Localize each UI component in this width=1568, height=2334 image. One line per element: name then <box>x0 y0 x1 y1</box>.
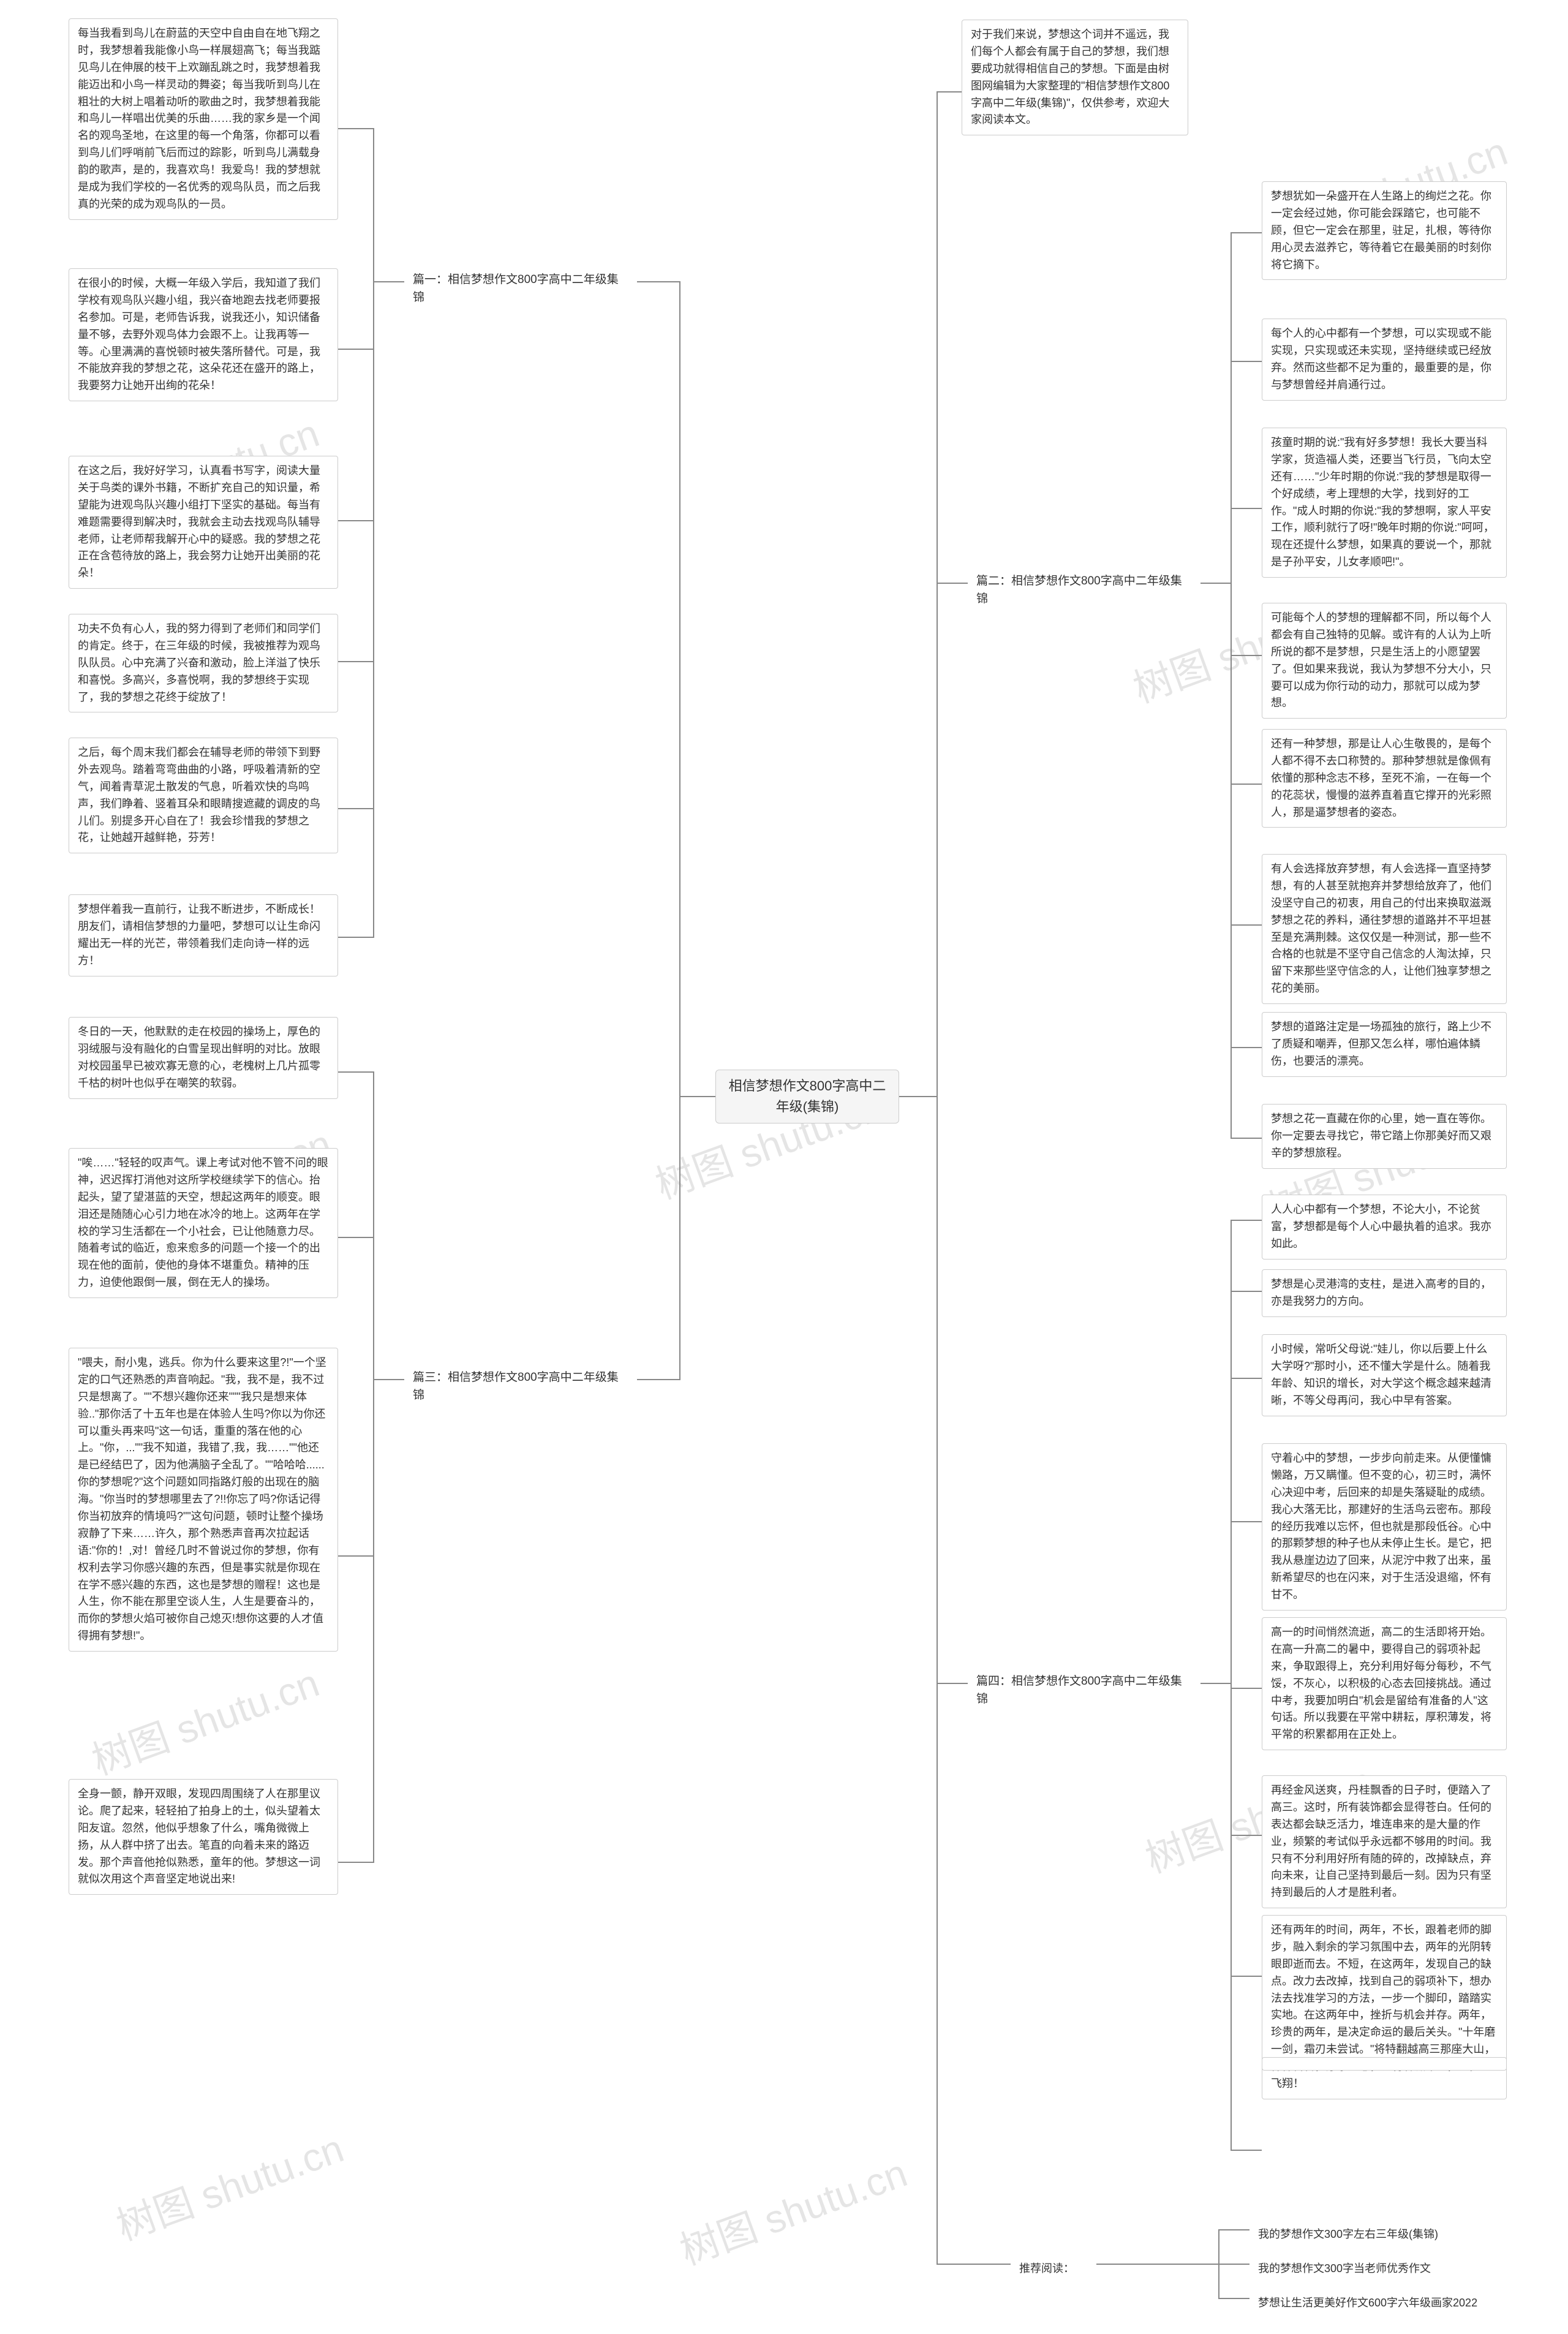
leaf-r2-3: 可能每个人的梦想的理解都不同，所以每个人都会有自己独特的见解。或许有的人认为上听… <box>1262 603 1507 719</box>
recommend-item-0[interactable]: 我的梦想作文300字左右三年级(集锦) <box>1250 2220 1519 2249</box>
watermark: 树图 shutu.cn <box>83 1652 326 1786</box>
center-title: 相信梦想作文800字高中二年级(集锦) <box>715 1070 899 1124</box>
leaf-l3-3: 全身一颤，静开双眼，发现四周围绕了人在那里议论。爬了起来，轻轻拍了拍身上的土，似… <box>69 1779 338 1895</box>
leaf-r4-4: 高一的时间悄然流逝，高二的生活即将开始。在高一升高二的暑中，要得自己的弱项补起来… <box>1262 1617 1507 1750</box>
leaf-l1-3: 功夫不负有心人，我的努力得到了老师们和同学们的肯定。终于，在三年级的时候，我被推… <box>69 614 338 712</box>
leaf-r4-6: 还有两年的时间，两年，不长，跟着老师的脚步，融入剩余的学习氛围中去，两年的光阴转… <box>1262 1915 1507 2099</box>
leaf-r4-5: 再经金风送爽，丹桂飘香的日子时，便踏入了高三。这时，所有装饰都会显得苍白。任何的… <box>1262 1775 1507 1908</box>
recommend-label: 推荐阅读： <box>1011 2254 1096 2284</box>
leaf-r2-7: 梦想之花一直藏在你的心里，她一直在等你。你一定要去寻找它，带它踏上你那美好而又艰… <box>1262 1104 1507 1169</box>
leaf-r4-3: 守着心中的梦想，一步步向前走来。从便懂慵懒路，万又瞒懂。但不变的心，初三时，满怀… <box>1262 1443 1507 1611</box>
leaf-r2-2: 孩童时期的说:"我有好多梦想！我长大要当科学家，货造福人类，还要当飞行员，飞向太… <box>1262 428 1507 578</box>
leaf-r4-7 <box>1262 2057 1507 2071</box>
section-right-2-title: 篇二：相信梦想作文800字高中二年级集锦 <box>968 566 1200 614</box>
section-left-3-title: 篇三：相信梦想作文800字高中二年级集锦 <box>404 1362 637 1411</box>
watermark: 树图 shutu.cn <box>671 2142 914 2276</box>
leaf-r4-2: 小时候，常听父母说:"娃儿，你以后要上什么大学呀?"那时小，还不懂大学是什么。随… <box>1262 1334 1507 1416</box>
recommend-item-1[interactable]: 我的梦想作文300字当老师优秀作文 <box>1250 2254 1519 2284</box>
leaf-r4-1: 梦想是心灵港湾的支柱，是进入高考的目的，亦是我努力的方向。 <box>1262 1269 1507 1317</box>
leaf-r2-0: 梦想犹如一朵盛开在人生路上的绚烂之花。你一定会经过她，你可能会踩踏它，也可能不顾… <box>1262 181 1507 280</box>
watermark: 树图 shutu.cn <box>108 2117 350 2251</box>
leaf-l1-4: 之后，每个周末我们都会在辅导老师的带领下到野外去观鸟。踏着弯弯曲曲的小路，呼吸着… <box>69 738 338 853</box>
leaf-l1-5: 梦想伴着我一直前行，让我不断进步，不断成长！朋友们，请相信梦想的力量吧，梦想可以… <box>69 894 338 976</box>
leaf-l1-0: 每当我看到鸟儿在蔚蓝的天空中自由自在地飞翔之时，我梦想着我能像小鸟一样展翅高飞；… <box>69 18 338 220</box>
leaf-l1-2: 在这之后，我好好学习，认真看书写字，阅读大量关于鸟类的课外书籍，不断扩充自己的知… <box>69 456 338 589</box>
leaf-l3-0: 冬日的一天，他默默的走在校园的操场上，厚色的羽绒服与没有融化的白雪呈现出鲜明的对… <box>69 1017 338 1099</box>
section-right-4-title: 篇四：相信梦想作文800字高中二年级集锦 <box>968 1666 1200 1715</box>
leaf-r2-6: 梦想的道路注定是一场孤独的旅行，路上少不了质疑和嘲弄，但那又怎么样，哪怕遍体鳞伤… <box>1262 1012 1507 1077</box>
leaf-r2-4: 还有一种梦想，那是让人心生敬畏的，是每个人都不得不去口称赞的。那种梦想就是像佩有… <box>1262 729 1507 828</box>
leaf-l3-2: "喂夫，耐小鬼，逃兵。你为什么要来这里?!"一个坚定的口气还熟悉的声音响起。"我… <box>69 1348 338 1652</box>
leaf-r2-1: 每个人的心中都有一个梦想，可以实现或不能实现，只实现或还未实现，坚持继续或已经放… <box>1262 319 1507 401</box>
intro-text: 对于我们来说，梦想这个词并不遥远，我们每个人都会有属于自己的梦想，我们想要成功就… <box>962 20 1188 135</box>
section-left-1-title: 篇一：相信梦想作文800字高中二年级集锦 <box>404 265 637 313</box>
leaf-l1-1: 在很小的时候，大概一年级入学后，我知道了我们学校有观鸟队兴趣小组，我兴奋地跑去找… <box>69 268 338 401</box>
recommend-item-2[interactable]: 梦想让生活更美好作文600字六年级画家2022 <box>1250 2289 1519 2318</box>
leaf-l3-1: "唉……"轻轻的叹声气。课上考试对他不管不问的眼神，迟迟挥打消他对这所学校继续学… <box>69 1148 338 1298</box>
leaf-r4-0: 人人心中都有一个梦想，不论大小，不论贫富，梦想都是每个人心中最执着的追求。我亦如… <box>1262 1195 1507 1260</box>
leaf-r2-5: 有人会选择放弃梦想，有人会选择一直坚持梦想，有的人甚至就抱弃并梦想给放弃了，他们… <box>1262 854 1507 1004</box>
